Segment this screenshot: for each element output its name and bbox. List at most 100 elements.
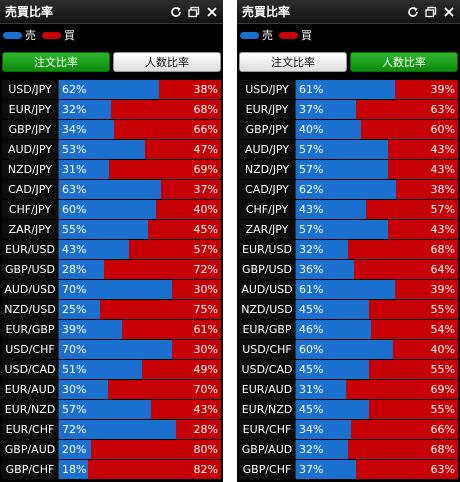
sell-percent: 32% — [62, 103, 87, 116]
sell-ratio-fill — [59, 220, 149, 239]
minimize-icon[interactable] — [187, 5, 200, 18]
ratio-bar: 37% 63% — [296, 100, 458, 119]
sell-ratio-fill — [59, 300, 100, 319]
list-item: EUR/GBP 39% 61% — [2, 320, 221, 340]
sell-percent: 43% — [62, 243, 87, 256]
buy-percent: 38% — [193, 83, 218, 96]
sell-ratio-fill — [59, 180, 162, 199]
buy-percent: 37% — [193, 183, 218, 196]
list-item: EUR/GBP 46% 54% — [239, 320, 458, 340]
sell-ratio-fill — [59, 360, 142, 379]
tab-order-ratio[interactable]: 注文比率 — [239, 52, 347, 72]
currency-pair-label: GBP/JPY — [239, 120, 296, 139]
currency-pair-label: USD/JPY — [2, 80, 59, 99]
sell-ratio-fill — [59, 120, 115, 139]
ratio-bar: 28% 72% — [59, 260, 221, 279]
list-item: CAD/JPY 63% 37% — [2, 180, 221, 200]
buy-percent: 63% — [430, 103, 455, 116]
ratio-bar: 57% 43% — [59, 400, 221, 419]
sell-ratio-fill — [59, 340, 173, 359]
sell-ratio-fill — [296, 120, 361, 139]
sell-percent: 31% — [299, 383, 324, 396]
ratio-bar: 31% 69% — [296, 380, 458, 399]
panel-titlebar: 売買比率 — [237, 0, 460, 24]
ratio-bar: 43% 57% — [59, 240, 221, 259]
buy-legend-label: 買 — [64, 29, 75, 42]
list-item: USD/JPY 61% 39% — [239, 80, 458, 100]
currency-pair-label: AUD/JPY — [239, 140, 296, 159]
currency-pair-label: ZAR/JPY — [2, 220, 59, 239]
list-item: AUD/JPY 53% 47% — [2, 140, 221, 160]
currency-pair-label: USD/CHF — [239, 340, 296, 359]
sell-ratio-fill — [296, 180, 397, 199]
ratio-bar: 30% 70% — [59, 380, 221, 399]
sell-ratio-fill — [296, 400, 369, 419]
buy-percent: 55% — [430, 303, 455, 316]
ratio-bar: 46% 54% — [296, 320, 458, 339]
sell-ratio-fill — [59, 380, 108, 399]
buy-percent: 45% — [193, 223, 218, 236]
refresh-icon[interactable] — [169, 5, 182, 18]
sell-ratio-fill — [296, 260, 355, 279]
tab-order-ratio[interactable]: 注文比率 — [2, 52, 110, 72]
close-icon[interactable] — [442, 5, 455, 18]
sell-ratio-fill — [59, 460, 89, 479]
ratio-bar: 20% 80% — [59, 440, 221, 459]
panel-title: 売買比率 — [5, 5, 54, 19]
buy-percent: 43% — [430, 143, 455, 156]
list-item: NZD/JPY 57% 43% — [239, 160, 458, 180]
sell-percent: 57% — [299, 143, 324, 156]
currency-pair-label: AUD/USD — [2, 280, 59, 299]
list-item: NZD/JPY 31% 69% — [2, 160, 221, 180]
minimize-icon[interactable] — [424, 5, 437, 18]
ratio-bar: 70% 30% — [59, 340, 221, 359]
sell-ratio-fill — [59, 140, 145, 159]
sell-percent: 57% — [62, 403, 87, 416]
sell-ratio-fill — [296, 300, 369, 319]
currency-pair-label: GBP/CHF — [2, 460, 59, 479]
ratio-bar: 53% 47% — [59, 140, 221, 159]
currency-pair-label: GBP/USD — [2, 260, 59, 279]
sell-ratio-fill — [59, 160, 110, 179]
buy-percent: 57% — [193, 243, 218, 256]
tab-people-ratio[interactable]: 人数比率 — [350, 52, 458, 72]
sell-percent: 45% — [299, 363, 324, 376]
buy-percent: 55% — [430, 403, 455, 416]
panel-titlebar: 売買比率 — [0, 0, 223, 24]
currency-pair-label: EUR/USD — [239, 240, 296, 259]
ratio-list: USD/JPY 62% 38% EUR/JPY 32% 68% GBP/JPY 34% 66% A… — [2, 80, 221, 480]
sell-percent: 70% — [62, 343, 87, 356]
ratio-bar: 18% 82% — [59, 460, 221, 479]
currency-pair-label: AUD/USD — [239, 280, 296, 299]
buy-percent: 69% — [193, 163, 218, 176]
tab-people-ratio[interactable]: 人数比率 — [113, 52, 221, 72]
sell-percent: 70% — [62, 283, 87, 296]
ratio-list: USD/JPY 61% 39% EUR/JPY 37% 63% GBP/JPY 40% 60% A… — [239, 80, 458, 480]
sell-percent: 37% — [299, 103, 324, 116]
list-item: EUR/USD 43% 57% — [2, 240, 221, 260]
buy-percent: 66% — [193, 123, 218, 136]
sell-percent: 46% — [299, 323, 324, 336]
ratio-bar: 40% 60% — [296, 120, 458, 139]
refresh-icon[interactable] — [406, 5, 419, 18]
sell-ratio-fill — [59, 80, 160, 99]
sell-percent: 63% — [62, 183, 87, 196]
currency-pair-label: NZD/JPY — [239, 160, 296, 179]
currency-pair-label: NZD/USD — [2, 300, 59, 319]
list-item: EUR/USD 32% 68% — [239, 240, 458, 260]
sell-ratio-fill — [59, 420, 176, 439]
sell-percent: 55% — [62, 223, 87, 236]
close-icon[interactable] — [205, 5, 218, 18]
sell-percent: 62% — [62, 83, 87, 96]
list-item: GBP/USD 28% 72% — [2, 260, 221, 280]
sell-percent: 39% — [62, 323, 87, 336]
sell-percent: 43% — [299, 203, 324, 216]
buy-percent: 70% — [193, 383, 218, 396]
currency-pair-label: GBP/AUD — [2, 440, 59, 459]
currency-pair-label: GBP/CHF — [239, 460, 296, 479]
buy-percent: 54% — [430, 323, 455, 336]
buy-percent: 47% — [193, 143, 218, 156]
list-item: GBP/USD 36% 64% — [239, 260, 458, 280]
sell-percent: 32% — [299, 243, 324, 256]
sell-percent: 57% — [299, 223, 324, 236]
